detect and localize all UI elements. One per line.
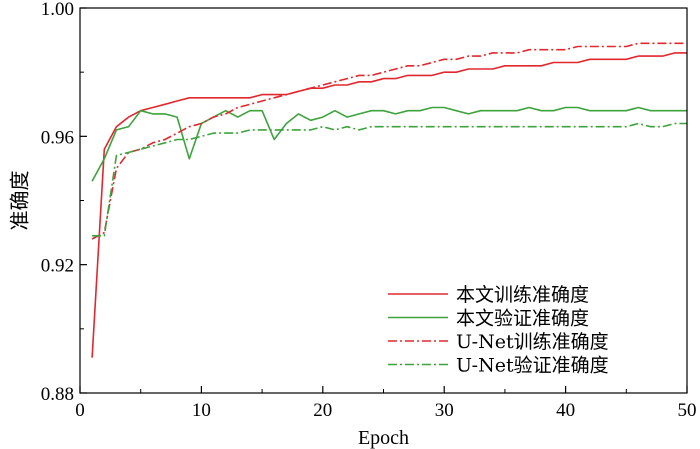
x-axis-ticks: 0 10 20 30 40 50 [75, 386, 697, 421]
series-line-3 [91, 42, 687, 240]
y-axis-title: 准确度 [9, 171, 32, 231]
y-tick-label: 0.92 [41, 256, 74, 277]
x-tick-label: 40 [556, 400, 575, 421]
series-line-4 [92, 122, 687, 237]
x-tick-label: 10 [192, 400, 211, 421]
legend-label-3: U-Net训练准确度 [456, 331, 609, 353]
x-tick-label: 30 [435, 400, 454, 421]
y-tick-label: 0.88 [41, 384, 74, 405]
legend-label-1: 本文训练准确度 [456, 284, 589, 306]
series-line-1 [91, 52, 687, 358]
series-line-2 [91, 106, 687, 182]
x-tick-label: 50 [678, 400, 697, 421]
x-tick-label: 0 [75, 400, 85, 421]
legend-label-4: U-Net验证准确度 [456, 355, 609, 377]
series-layer [91, 42, 687, 358]
y-tick-label: 1.00 [41, 0, 74, 20]
x-axis-title: Epoch [358, 427, 409, 449]
plot-frame [79, 7, 688, 394]
y-tick-label: 0.96 [41, 127, 74, 148]
legend-label-2: 本文验证准确度 [456, 308, 589, 330]
x-tick-label: 20 [313, 400, 332, 421]
